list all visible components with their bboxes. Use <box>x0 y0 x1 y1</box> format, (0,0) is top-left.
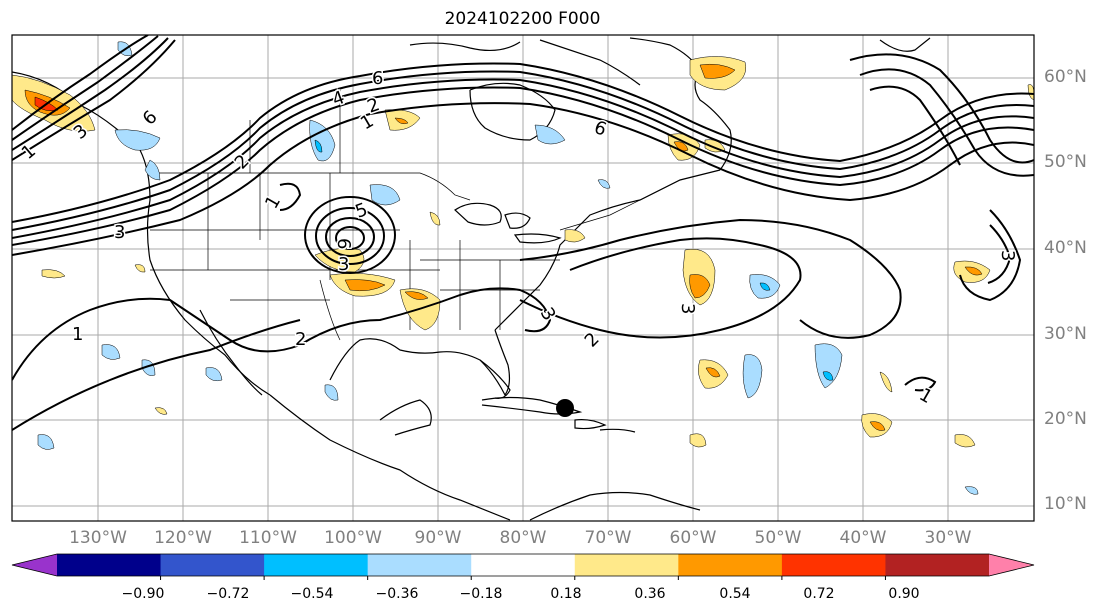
coastlines <box>12 37 931 521</box>
anomaly-shading <box>12 41 1034 495</box>
lat-label: 10°N <box>1044 494 1087 514</box>
lat-label: 30°N <box>1044 324 1087 344</box>
colorbar-segment <box>574 554 679 576</box>
lat-label: 40°N <box>1044 238 1087 258</box>
contour-lines <box>12 35 1034 431</box>
colorbar-segment <box>264 554 369 576</box>
contour-label: 2 <box>581 329 604 352</box>
colorbar-segment <box>160 554 265 576</box>
contour-label: 1 <box>72 324 83 345</box>
colorbar <box>11 553 1035 580</box>
colorbar-segment <box>781 554 886 576</box>
colorbar-segment <box>57 554 162 576</box>
lat-label: 20°N <box>1044 409 1087 429</box>
lon-label: 90°W <box>414 528 462 548</box>
colorbar-tick-label: 0.18 <box>550 586 582 602</box>
lon-label: 70°W <box>584 528 632 548</box>
lon-label: 120°W <box>154 528 212 548</box>
lon-label: 130°W <box>69 528 127 548</box>
colorbar-segment <box>678 554 783 576</box>
colorbar-tick-label: −0.54 <box>290 586 334 602</box>
contour-label: 6 <box>591 117 609 141</box>
graticule <box>12 35 1034 521</box>
colorbar-extend-min <box>12 554 57 576</box>
contour-label: 3 <box>677 303 698 314</box>
lon-label: 40°W <box>839 528 887 548</box>
colorbar-tick-label: −0.90 <box>121 586 165 602</box>
map-title: 2024102200 F000 <box>444 9 601 29</box>
colorbar-tick-label: −0.18 <box>459 586 503 602</box>
contour-label: 6 <box>372 68 383 89</box>
contour-label: 6 <box>139 107 162 130</box>
colorbar-segment <box>471 554 576 576</box>
lon-label: 30°W <box>924 528 972 548</box>
map-frame <box>11 34 1035 522</box>
contour-label: 4 <box>330 87 348 111</box>
lon-label: 80°W <box>499 528 547 548</box>
lon-label: 50°W <box>754 528 802 548</box>
contour-label: 2 <box>295 329 306 350</box>
colorbar-outline <box>11 553 1035 577</box>
political-borders <box>150 90 641 341</box>
colorbar-tick-label: −0.72 <box>206 586 250 602</box>
colorbar-tick-label: 0.54 <box>719 586 751 602</box>
lon-label: 100°W <box>324 528 382 548</box>
colorbar-tick-label: 0.90 <box>888 586 920 602</box>
colorbar-segment <box>367 554 472 576</box>
contour-label: 3 <box>114 222 125 243</box>
lat-label: 60°N <box>1044 67 1087 87</box>
lon-label: 60°W <box>669 528 717 548</box>
lat-label: 50°N <box>1044 152 1087 172</box>
contour-label: 1 <box>916 384 936 408</box>
colorbar-extend-max <box>989 554 1034 576</box>
colorbar-tick-label: 0.36 <box>634 586 666 602</box>
colorbar-tick-label: −0.36 <box>375 586 419 602</box>
colorbar-segment <box>885 554 990 576</box>
contour-label: 3 <box>536 304 560 324</box>
colorbar-tick-label: 0.72 <box>803 586 835 602</box>
contour-label: 6 <box>333 238 354 249</box>
contour-label: 3 <box>338 254 349 275</box>
location-marker <box>556 399 574 417</box>
lon-label: 110°W <box>239 528 297 548</box>
contour-label: 3 <box>997 250 1018 261</box>
